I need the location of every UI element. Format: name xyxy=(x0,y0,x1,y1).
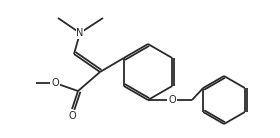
Text: O: O xyxy=(68,111,76,121)
Text: O: O xyxy=(168,95,176,105)
Text: O: O xyxy=(51,78,59,88)
Text: N: N xyxy=(76,28,84,38)
